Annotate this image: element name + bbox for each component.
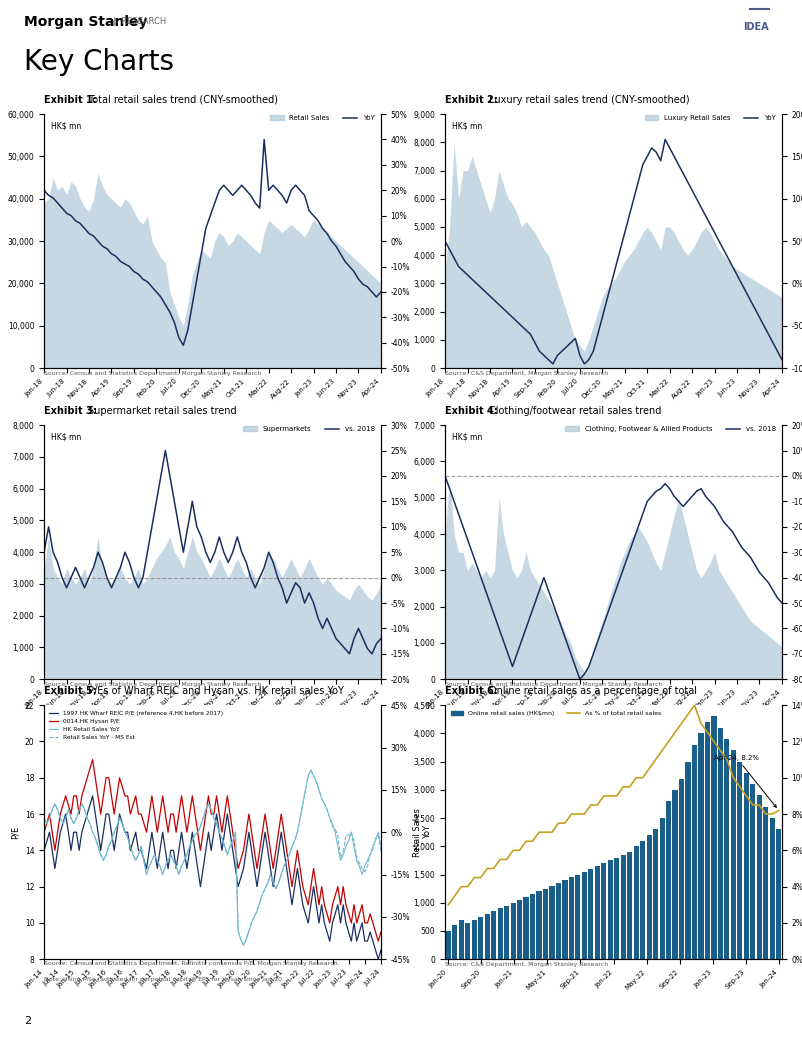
Bar bbox=[724, 739, 730, 959]
Bar bbox=[640, 841, 646, 959]
Bar bbox=[497, 908, 503, 959]
Legend: Luxury Retail Sales, YoY: Luxury Retail Sales, YoY bbox=[642, 112, 779, 124]
Text: Clothing/footwear retail sales trend: Clothing/footwear retail sales trend bbox=[489, 405, 662, 416]
Text: HK$ mn: HK$ mn bbox=[51, 121, 81, 131]
Text: HK$ mn: HK$ mn bbox=[452, 121, 482, 131]
Text: Note: Using MSe (adjusted for perpetual capital) EPS for Hysan since Jan-20.: Note: Using MSe (adjusted for perpetual … bbox=[44, 977, 284, 982]
Bar bbox=[621, 854, 626, 959]
Text: Exhibit 4:: Exhibit 4: bbox=[445, 405, 498, 416]
Text: Key Charts: Key Charts bbox=[24, 48, 174, 77]
Bar bbox=[556, 882, 561, 959]
Text: Luxury retail sales trend (CNY-smoothed): Luxury retail sales trend (CNY-smoothed) bbox=[489, 94, 690, 105]
Bar bbox=[731, 751, 736, 959]
Bar bbox=[543, 889, 548, 959]
Bar bbox=[595, 866, 600, 959]
Bar bbox=[549, 886, 554, 959]
Text: Apr-24, 8.2%: Apr-24, 8.2% bbox=[714, 755, 776, 808]
Bar bbox=[589, 869, 593, 959]
Bar bbox=[737, 761, 743, 959]
Text: Exhibit 5:: Exhibit 5: bbox=[44, 685, 97, 696]
Bar bbox=[679, 779, 684, 959]
Legend: 1997.HK Wharf REIC P/E (reference 4.HK before 2017), 0014.HK Hysan P/E, HK Retai: 1997.HK Wharf REIC P/E (reference 4.HK b… bbox=[47, 708, 225, 742]
Bar bbox=[750, 784, 755, 959]
Text: Source: C&S Department, Morgan Stanley Research: Source: C&S Department, Morgan Stanley R… bbox=[445, 371, 609, 376]
Bar bbox=[517, 900, 522, 959]
Text: Morgan Stanley: Morgan Stanley bbox=[24, 15, 148, 29]
Bar bbox=[699, 733, 703, 959]
Bar bbox=[627, 852, 632, 959]
Bar bbox=[692, 745, 697, 959]
Text: Exhibit 6:: Exhibit 6: bbox=[445, 685, 498, 696]
Bar bbox=[686, 761, 691, 959]
Bar bbox=[764, 807, 768, 959]
Text: HK$ mn: HK$ mn bbox=[452, 432, 482, 442]
Bar bbox=[673, 790, 678, 959]
Legend: Supermarkets, vs. 2018: Supermarkets, vs. 2018 bbox=[241, 423, 378, 436]
Text: Exhibit 1:: Exhibit 1: bbox=[44, 94, 97, 105]
Text: HK$ mn: HK$ mn bbox=[51, 432, 81, 442]
Bar bbox=[770, 818, 775, 959]
Bar bbox=[776, 830, 781, 959]
Bar bbox=[705, 722, 710, 959]
Bar bbox=[666, 802, 671, 959]
Y-axis label: Retail Sales
YoY: Retail Sales YoY bbox=[413, 808, 432, 857]
Bar bbox=[757, 795, 762, 959]
Text: Total retail sales trend (CNY-smoothed): Total retail sales trend (CNY-smoothed) bbox=[88, 94, 278, 105]
Bar bbox=[504, 905, 509, 959]
Bar bbox=[459, 920, 464, 959]
Bar bbox=[614, 858, 619, 959]
Bar bbox=[659, 818, 665, 959]
Text: 2: 2 bbox=[24, 1016, 31, 1026]
Bar bbox=[472, 920, 477, 959]
Bar bbox=[569, 877, 574, 959]
Bar bbox=[581, 872, 587, 959]
Bar bbox=[530, 894, 535, 959]
Text: |  RESEARCH: | RESEARCH bbox=[113, 18, 166, 26]
Bar bbox=[718, 728, 723, 959]
Bar bbox=[646, 835, 652, 959]
Text: Source: Census and Statistics Department, Refinitiv consensus P/E, Morgan Stanle: Source: Census and Statistics Department… bbox=[44, 961, 340, 966]
Bar bbox=[743, 773, 749, 959]
Legend: Clothing, Footwear & Allied Products, vs. 2018: Clothing, Footwear & Allied Products, vs… bbox=[562, 423, 779, 436]
Bar bbox=[634, 846, 638, 959]
Bar bbox=[524, 897, 529, 959]
Text: Source: Census and Statistics Department, Morgan Stanley Research: Source: Census and Statistics Department… bbox=[445, 682, 662, 688]
Text: Supermarket retail sales trend: Supermarket retail sales trend bbox=[88, 405, 237, 416]
Bar bbox=[602, 863, 606, 959]
Bar bbox=[575, 874, 581, 959]
Bar bbox=[711, 717, 716, 959]
Bar bbox=[537, 892, 541, 959]
Bar bbox=[562, 880, 568, 959]
Text: Exhibit 2:: Exhibit 2: bbox=[445, 94, 498, 105]
Legend: Retail Sales, YoY: Retail Sales, YoY bbox=[267, 112, 378, 124]
Y-axis label: P/E: P/E bbox=[10, 825, 19, 839]
Bar bbox=[511, 903, 516, 959]
Bar bbox=[608, 861, 613, 959]
Bar bbox=[491, 912, 496, 959]
Text: Source: Census and Statistics Department, Morgan Stanley Research: Source: Census and Statistics Department… bbox=[44, 682, 261, 688]
Text: Source: C&S Department, Morgan Stanley Research: Source: C&S Department, Morgan Stanley R… bbox=[445, 962, 609, 968]
Text: P/Es of Wharf REIC and Hysan vs. HK retail sales YoY: P/Es of Wharf REIC and Hysan vs. HK reta… bbox=[88, 685, 344, 696]
Bar bbox=[452, 925, 457, 959]
Bar bbox=[465, 923, 470, 959]
Text: Online retail sales as a percentage of total: Online retail sales as a percentage of t… bbox=[489, 685, 697, 696]
Text: Exhibit 3:: Exhibit 3: bbox=[44, 405, 97, 416]
Text: IDEA: IDEA bbox=[743, 22, 769, 32]
Bar bbox=[478, 917, 484, 959]
Bar bbox=[484, 914, 490, 959]
Bar bbox=[446, 931, 451, 959]
Bar bbox=[653, 830, 658, 959]
Text: Source: Census and Statistics Department, Morgan Stanley Research: Source: Census and Statistics Department… bbox=[44, 371, 261, 376]
Legend: Online retail sales (HK$mn), As % of total retail sales: Online retail sales (HK$mn), As % of tot… bbox=[448, 708, 663, 719]
